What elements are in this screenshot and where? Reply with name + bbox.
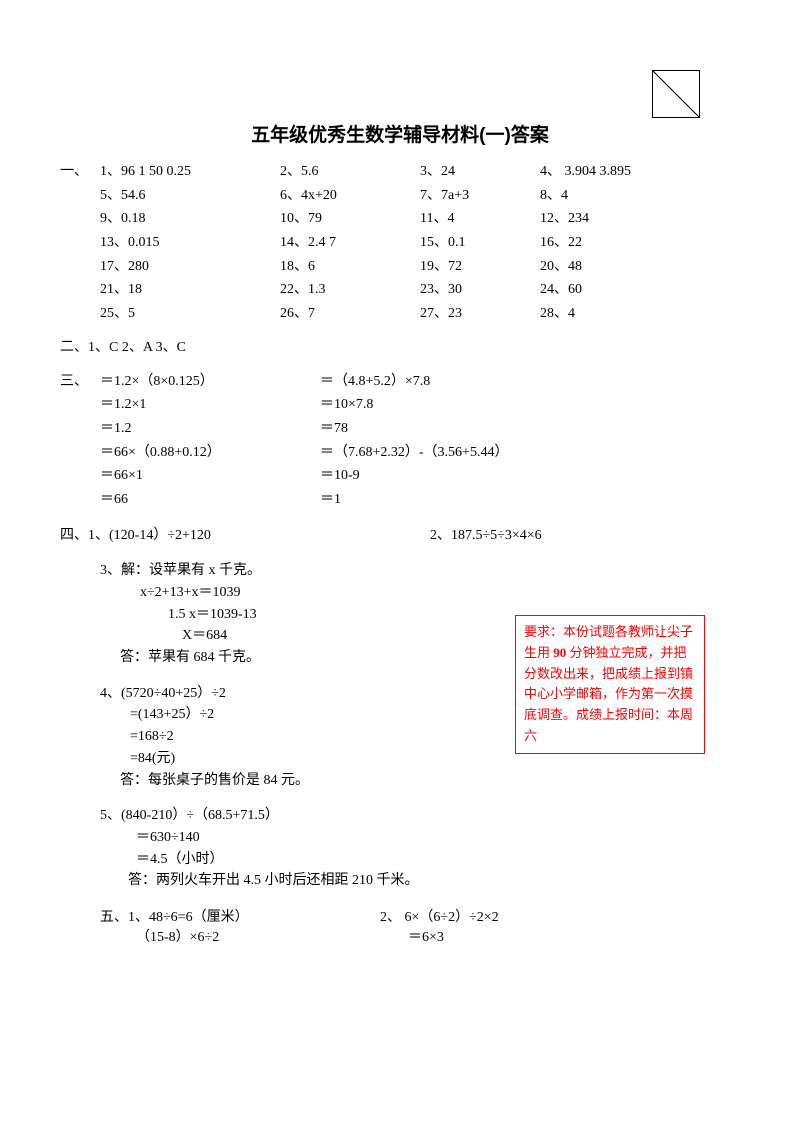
s3-cell: ＝1 xyxy=(320,489,620,511)
s5-line: 五、1、48÷6=6（厘米） xyxy=(100,906,380,926)
s4-line: ＝630÷140 xyxy=(100,827,740,849)
s3-cell: ＝1.2×1 xyxy=(100,394,320,416)
s1-cell: 1、96 1 50 0.25 xyxy=(100,161,280,183)
s3-cell: ＝（4.8+5.2）×7.8 xyxy=(320,371,620,393)
score-box xyxy=(652,70,700,118)
section-one-label: 一、 xyxy=(60,161,100,183)
s1-cell: 22、1.3 xyxy=(280,279,420,301)
s1-cell: 24、60 xyxy=(540,279,740,301)
s1-cell: 21、18 xyxy=(100,279,280,301)
s5-line: 2、 6×（6÷2）÷2×2 xyxy=(380,906,660,926)
s4-line: 5、(840-210）÷（68.5+71.5） xyxy=(100,805,740,827)
s4-line: 答：两列火车开出 4.5 小时后还相距 210 千米。 xyxy=(100,870,740,892)
s4-line: ＝4.5（小时） xyxy=(100,849,740,871)
s3-cell: ＝10-9 xyxy=(320,465,620,487)
s4-q2: 2、187.5÷5÷3×4×6 xyxy=(430,525,730,547)
s4-line: 3、解：设苹果有 x 千克。 xyxy=(100,560,740,582)
s1-cell: 15、0.1 xyxy=(420,232,540,254)
s3-cell: ＝66×1 xyxy=(100,465,320,487)
page-title: 五年级优秀生数学辅导材料(一)答案 xyxy=(60,120,740,147)
s1-cell: 14、2.4 7 xyxy=(280,232,420,254)
s3-cell: ＝66×（0.88+0.12） xyxy=(100,442,320,464)
s1-cell: 25、5 xyxy=(100,303,280,325)
section-five: 五、1、48÷6=6（厘米） （15-8）×6÷2 2、 6×（6÷2）÷2×2… xyxy=(60,906,740,946)
s1-cell: 6、4x+20 xyxy=(280,185,420,207)
s1-cell: 19、72 xyxy=(420,256,540,278)
s1-cell: 9、0.18 xyxy=(100,208,280,230)
s3-cell: ＝（7.68+2.32）-（3.56+5.44） xyxy=(320,442,620,464)
s1-cell: 17、280 xyxy=(100,256,280,278)
s1-cell: 7、7a+3 xyxy=(420,185,540,207)
s1-cell: 5、54.6 xyxy=(100,185,280,207)
s1-cell: 28、4 xyxy=(540,303,740,325)
s5-line: （15-8）×6÷2 xyxy=(100,926,380,946)
section-one: 一、 1、96 1 50 0.25 2、5.6 3、24 4、 3.904 3.… xyxy=(60,161,740,325)
s1-cell: 23、30 xyxy=(420,279,540,301)
s3-cell: ＝1.2×（8×0.125） xyxy=(100,371,320,393)
s5-left: 五、1、48÷6=6（厘米） （15-8）×6÷2 xyxy=(100,906,380,946)
s1-cell: 20、48 xyxy=(540,256,740,278)
s1-cell: 10、79 xyxy=(280,208,420,230)
s1-cell: 16、22 xyxy=(540,232,740,254)
s4-q5: 5、(840-210）÷（68.5+71.5） ＝630÷140 ＝4.5（小时… xyxy=(60,805,740,892)
section-two: 二、1、C 2、A 3、C xyxy=(60,337,740,359)
s3-cell: ＝10×7.8 xyxy=(320,394,620,416)
s4-q1: 四、1、(120-14）÷2+120 xyxy=(60,525,430,547)
s3-cell: ＝78 xyxy=(320,418,620,440)
s4-line: 答：每张桌子的售价是 84 元。 xyxy=(100,770,740,792)
notice-box: 要求：本份试题各教师让尖子生用 90 分钟独立完成，并把分数改出来，把成绩上报到… xyxy=(515,615,705,754)
s3-cell: ＝66 xyxy=(100,489,320,511)
section-three: 三、 ＝1.2×（8×0.125） ＝（4.8+5.2）×7.8 ＝1.2×1 … xyxy=(60,371,740,511)
s1-cell: 27、23 xyxy=(420,303,540,325)
s1-cell: 13、0.015 xyxy=(100,232,280,254)
notice-number: 90 xyxy=(553,645,566,660)
s1-cell: 3、24 xyxy=(420,161,540,183)
s1-cell: 18、6 xyxy=(280,256,420,278)
section-three-label: 三、 xyxy=(60,371,100,393)
s1-cell: 26、7 xyxy=(280,303,420,325)
s4-line: x÷2+13+x＝1039 xyxy=(100,582,740,604)
s1-cell: 8、4 xyxy=(540,185,740,207)
s1-cell: 11、4 xyxy=(420,208,540,230)
s4-row1: 四、1、(120-14）÷2+120 2、187.5÷5÷3×4×6 xyxy=(60,525,740,547)
s5-line: ＝6×3 xyxy=(380,926,660,946)
s1-cell: 12、234 xyxy=(540,208,740,230)
s1-cell: 4、 3.904 3.895 xyxy=(540,161,740,183)
s3-cell: ＝1.2 xyxy=(100,418,320,440)
s1-cell: 2、5.6 xyxy=(280,161,420,183)
s5-right: 2、 6×（6÷2）÷2×2 ＝6×3 xyxy=(380,906,660,946)
